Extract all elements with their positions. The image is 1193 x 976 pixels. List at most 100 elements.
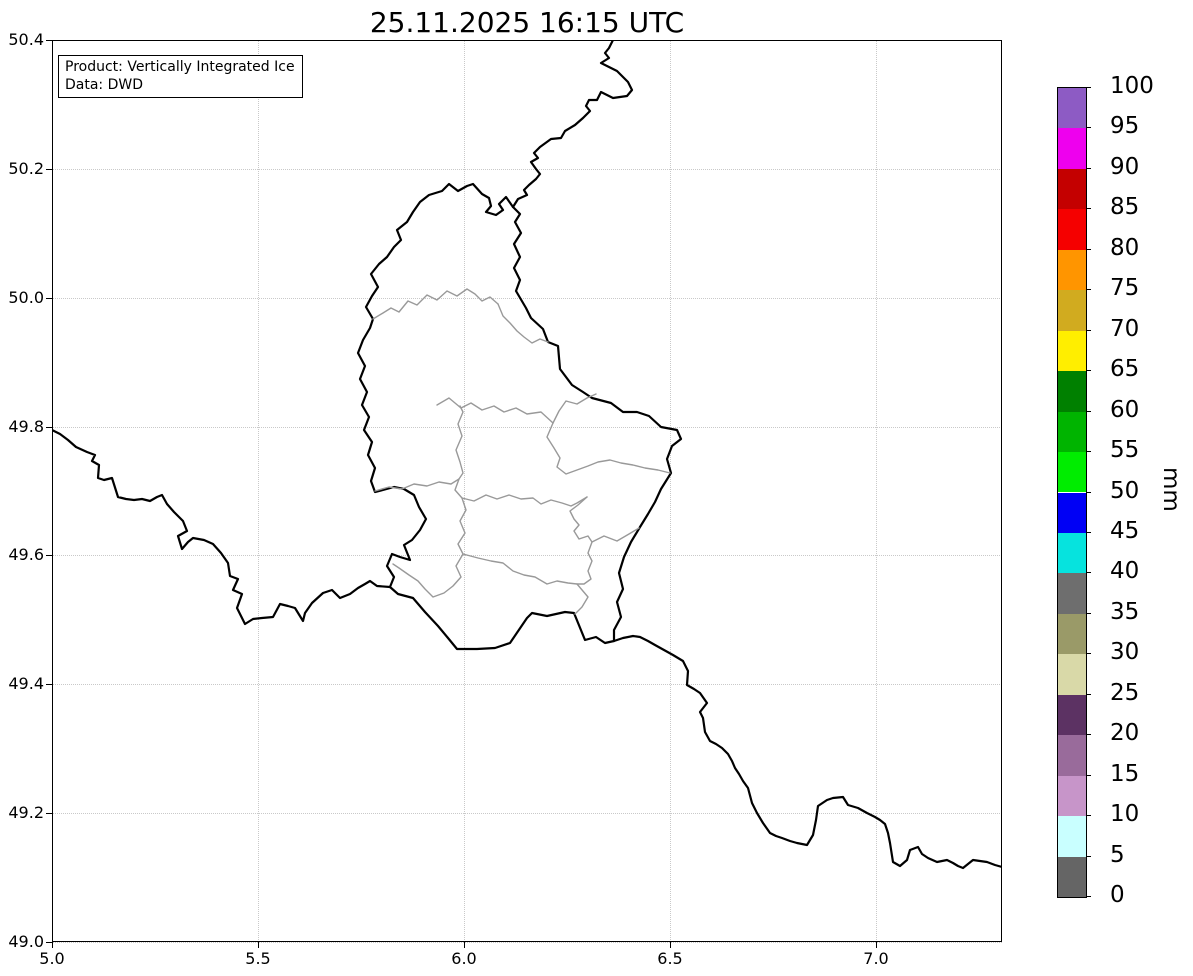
colorbar-segment [1058, 654, 1086, 695]
luxembourg-canton-borders [372, 288, 671, 615]
colorbar-tick-label: 85 [1110, 194, 1140, 221]
colorbar-segment [1058, 128, 1086, 169]
product-info-box: Product: Vertically Integrated Ice Data:… [58, 55, 303, 98]
y-tick-mark [46, 555, 52, 557]
colorbar-tick-mark [1086, 167, 1091, 169]
y-tick-mark [46, 168, 52, 170]
colorbar-segment [1058, 411, 1086, 453]
x-tick-mark [258, 942, 259, 948]
colorbar-tick-mark [1086, 248, 1091, 250]
colorbar-segment [1058, 452, 1086, 493]
border-france-germany [612, 634, 1002, 870]
colorbar-segment [1058, 88, 1086, 129]
canton-border [392, 497, 467, 598]
gridline-vertical [876, 40, 877, 942]
colorbar-tick-mark [1086, 774, 1091, 776]
map-canvas [52, 40, 1002, 870]
gridline-vertical [464, 40, 465, 942]
colorbar-tick-mark [1086, 208, 1091, 210]
colorbar-segment [1058, 371, 1086, 412]
y-tick-label: 49.4 [8, 674, 44, 694]
colorbar-tick-label: 65 [1110, 356, 1140, 383]
border-belgium-germany [511, 40, 634, 209]
colorbar-tick-label: 80 [1110, 234, 1140, 261]
colorbar-tick-label: 90 [1110, 153, 1140, 180]
x-tick-mark [670, 942, 671, 948]
x-tick-mark [876, 942, 877, 948]
colorbar-tick-mark [1086, 370, 1091, 372]
colorbar-segment [1058, 532, 1086, 574]
colorbar-segment [1058, 290, 1086, 331]
canton-border [569, 496, 593, 585]
y-tick-label: 50.4 [8, 30, 44, 49]
colorbar-tick-label: 30 [1110, 639, 1140, 666]
colorbar-tick-label: 40 [1110, 558, 1140, 585]
colorbar-tick-mark [1086, 572, 1091, 574]
product-info-line1: Product: Vertically Integrated Ice [65, 59, 295, 75]
colorbar-tick-label: 75 [1110, 275, 1140, 302]
y-tick-mark [46, 40, 52, 41]
colorbar-segment [1058, 573, 1086, 614]
gridline-vertical [670, 40, 671, 942]
y-tick-label: 50.0 [8, 287, 44, 307]
colorbar-tick-label: 0 [1110, 882, 1125, 908]
colorbar-tick-mark [1086, 491, 1091, 493]
y-tick-label: 50.2 [8, 158, 44, 178]
gridline-horizontal [52, 168, 1002, 170]
y-tick-label: 49.6 [8, 545, 44, 565]
colorbar-segment [1058, 816, 1086, 857]
y-tick-mark [46, 426, 52, 428]
colorbar-tick-label: 70 [1110, 315, 1140, 342]
colorbar-tick-mark [1086, 289, 1091, 291]
colorbar-segment [1058, 330, 1086, 372]
colorbar-tick-label: 15 [1110, 760, 1140, 787]
canton-border [497, 303, 549, 344]
gridline-horizontal [52, 426, 1002, 428]
colorbar-tick-label: 35 [1110, 598, 1140, 625]
national-borders [52, 40, 1002, 870]
y-tick-mark [46, 684, 52, 686]
border-france-belgium [52, 428, 392, 626]
colorbar-tick-mark [1086, 653, 1091, 655]
canton-border [372, 288, 499, 320]
colorbar-tick-mark [1086, 531, 1091, 533]
colorbar-tick-label: 100 [1110, 73, 1154, 99]
colorbar-tick-label: 10 [1110, 801, 1140, 828]
colorbar-tick-mark [1086, 451, 1091, 453]
colorbar-tick-label: 60 [1110, 396, 1140, 423]
colorbar-tick-label: 45 [1110, 517, 1140, 544]
colorbar-tick-label: 55 [1110, 437, 1140, 464]
gridline-horizontal [52, 684, 1002, 686]
x-tick-label: 7.0 [863, 949, 889, 968]
colorbar-tick-mark [1086, 734, 1091, 736]
colorbar-segment [1058, 735, 1086, 776]
colorbar-tick-mark [1086, 612, 1091, 614]
gridline-horizontal [52, 942, 1002, 944]
colorbar-segment [1058, 249, 1086, 291]
colorbar-segment [1058, 492, 1086, 533]
colorbar-tick-label: 20 [1110, 720, 1140, 747]
product-info-line2: Data: DWD [65, 77, 143, 93]
colorbar-unit-label: mm [1158, 467, 1184, 512]
canton-border [454, 478, 588, 507]
x-tick-label: 6.0 [451, 949, 477, 968]
canton-border [462, 553, 589, 615]
y-tick-mark [46, 942, 52, 944]
gridline-horizontal [52, 555, 1002, 557]
canton-border [546, 422, 671, 475]
colorbar-segment [1058, 168, 1086, 210]
gridline-vertical [258, 40, 259, 942]
colorbar-segment [1058, 856, 1086, 897]
colorbar-segment [1058, 209, 1086, 250]
colorbar-tick-mark [1086, 127, 1091, 129]
colorbar-tick-label: 5 [1110, 841, 1125, 868]
colorbar-tick-label: 25 [1110, 679, 1140, 706]
colorbar-tick-mark [1086, 87, 1091, 88]
canton-border [591, 527, 640, 543]
colorbar-tick-label: 95 [1110, 113, 1140, 140]
y-tick-label: 49.0 [8, 932, 44, 952]
x-tick-label: 6.5 [657, 949, 683, 968]
colorbar-tick-mark [1086, 329, 1091, 331]
colorbar-tick-mark [1086, 815, 1091, 817]
